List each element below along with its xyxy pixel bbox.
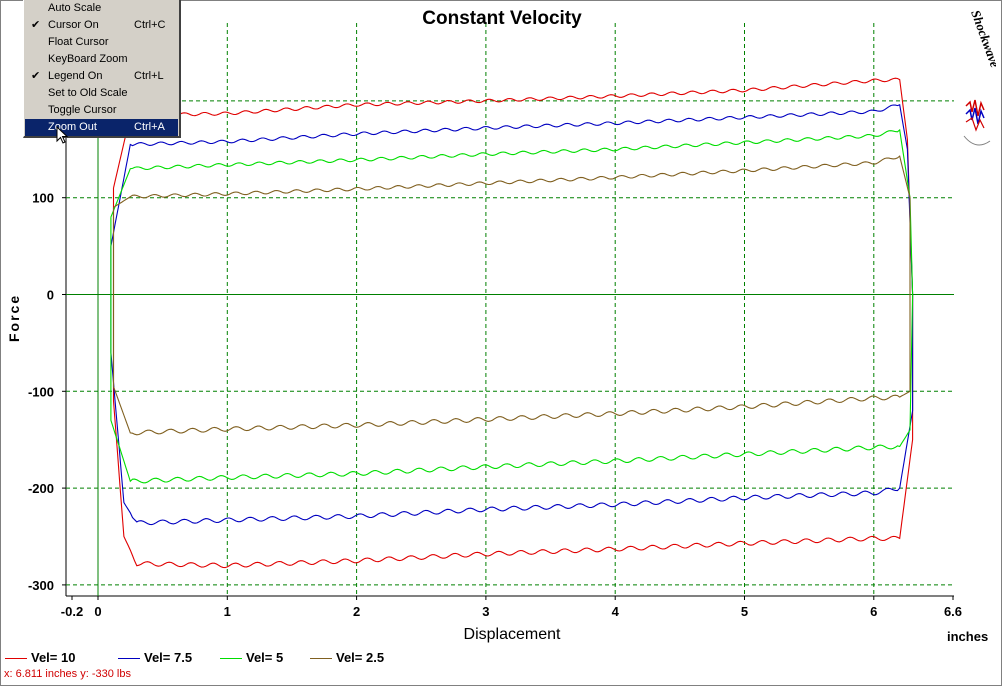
y-tick-label: -300	[28, 578, 54, 593]
shockwave-logo: Shockwave	[963, 8, 996, 146]
menu-item-label: Set to Old Scale	[48, 87, 128, 99]
menu-item-set-to-old-scale[interactable]: Set to Old Scale	[25, 85, 178, 102]
x-tick-label: 2	[353, 604, 360, 619]
menu-item-label: Auto Scale	[48, 2, 102, 14]
x-tick-label: 4	[612, 604, 620, 619]
x-axis-label: Displacement	[463, 626, 561, 643]
y-tick-label: 0	[47, 288, 54, 303]
legend-item: Vel= 2.5	[310, 650, 384, 668]
legend-item: Vel= 7.5	[118, 650, 192, 668]
menu-item-label: KeyBoard Zoom	[48, 53, 128, 65]
menu-item-toggle-cursor[interactable]: Toggle Cursor	[25, 102, 178, 119]
y-axis-label: Force	[6, 293, 22, 342]
context-menu: Auto Scale ✔ Cursor On Ctrl+C Float Cursor Ke…	[23, 0, 181, 138]
legend-item: Vel= 5	[220, 650, 283, 668]
menu-item-auto-scale[interactable]: Auto Scale	[25, 0, 178, 17]
check-icon: ✔	[31, 70, 41, 82]
menu-item-cursor-on[interactable]: ✔ Cursor On Ctrl+C	[25, 17, 178, 34]
x-tick-label: 0	[94, 604, 101, 619]
x-tick-label: 3	[482, 604, 489, 619]
series-line	[112, 155, 911, 436]
x-tick-label: -0.2	[61, 604, 83, 619]
y-tick-label: -100	[28, 384, 54, 399]
series-line	[112, 77, 914, 569]
legend-swatch	[220, 658, 242, 660]
legend-swatch	[310, 658, 332, 660]
y-tick-label: 100	[32, 191, 54, 206]
y-tick-label: -200	[28, 481, 54, 496]
menu-item-shortcut: Ctrl+L	[134, 70, 164, 82]
legend-label: Vel= 5	[246, 650, 284, 665]
menu-item-float-cursor[interactable]: Float Cursor	[25, 34, 178, 51]
x-tick-label: 6.6	[944, 604, 962, 619]
menu-item-label: Float Cursor	[48, 36, 109, 48]
menu-item-shortcut: Ctrl+C	[134, 19, 166, 31]
menu-item-label: Legend On	[48, 70, 103, 82]
legend-swatch	[118, 658, 140, 660]
chart-title: Constant Velocity	[422, 8, 582, 29]
menu-item-shortcut: Ctrl+A	[134, 121, 165, 133]
x-axis-unit: inches	[947, 629, 989, 644]
menu-item-label: Cursor On	[48, 19, 99, 31]
legend-label: Vel= 2.5	[336, 650, 385, 665]
menu-item-legend-on[interactable]: ✔ Legend On Ctrl+L	[25, 68, 178, 85]
legend-label: Vel= 10	[31, 650, 76, 665]
legend-swatch	[5, 658, 27, 660]
menu-item-label: Toggle Cursor	[48, 104, 117, 116]
menu-item-zoom-out[interactable]: Zoom Out Ctrl+A	[25, 119, 178, 136]
series-line	[110, 128, 914, 484]
menu-item-keyboard-zoom[interactable]: KeyBoard Zoom	[25, 51, 178, 68]
cursor-readout: x: 6.811 inches y: -330 lbs	[4, 668, 131, 680]
legend-item: Vel= 10	[5, 650, 75, 668]
x-tick-label: 5	[741, 604, 748, 619]
logo-text: Shockwave	[968, 8, 996, 70]
check-icon: ✔	[31, 19, 41, 31]
legend-label: Vel= 7.5	[144, 650, 193, 665]
series-line	[110, 104, 914, 526]
x-tick-label: 6	[870, 604, 877, 619]
x-tick-label: 1	[224, 604, 231, 619]
mouse-pointer-icon	[56, 126, 69, 144]
legend: Vel= 10 Vel= 7.5 Vel= 5 Vel= 2.5	[0, 650, 430, 668]
